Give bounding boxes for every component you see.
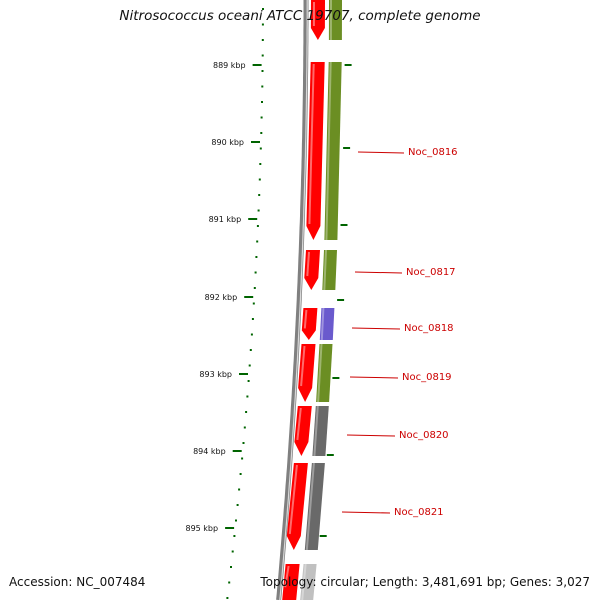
minor-tick (262, 8, 264, 10)
cds-arrow-shine (296, 407, 302, 441)
minor-tick (246, 395, 249, 398)
gene-label: Noc_0817 (406, 267, 456, 278)
cds-arrow (301, 308, 318, 340)
tick-label: 891 kbp (209, 215, 242, 224)
cds-arrow-shine (303, 309, 308, 329)
minor-tick (239, 473, 242, 475)
backbone-ring (276, 0, 309, 600)
minor-tick (261, 70, 264, 72)
cog-block (304, 463, 325, 550)
genome-summary-text: Topology: circular; Length: 3,481,691 bp… (260, 575, 590, 589)
gene-label: Noc_0820 (399, 430, 449, 441)
cds-arrow (294, 406, 312, 456)
gene-leader-line (346, 434, 396, 437)
minor-tick (260, 132, 263, 134)
accession-text: Accession: NC_007484 (9, 575, 146, 589)
cog-block-shine (317, 343, 323, 403)
gene-leader-line (341, 511, 391, 514)
gene-leader-line (351, 327, 401, 330)
cds-arrow (304, 250, 320, 290)
minor-tick (258, 194, 261, 196)
minor-tick (226, 597, 229, 599)
gene-leader-line (357, 151, 405, 154)
minor-tick (228, 581, 231, 584)
minor-tick (254, 271, 257, 274)
minor-tick (261, 101, 263, 103)
minor-tick (255, 256, 258, 258)
minor-tick (251, 318, 254, 320)
cds-arrow-shine (308, 63, 315, 225)
minor-tick (261, 85, 264, 88)
gene-leader-line (349, 376, 399, 379)
minor-tick (233, 535, 236, 537)
minor-tick (257, 209, 260, 212)
cog-block (328, 0, 342, 40)
tick-label: 892 kbp (205, 293, 238, 302)
minor-tick (245, 411, 248, 413)
minor-tick (247, 380, 250, 382)
cog-block (319, 308, 335, 340)
cog-block (322, 250, 337, 290)
tick-label: 889 kbp (213, 61, 246, 70)
tick-label: 895 kbp (185, 524, 218, 533)
gene-leader-line (354, 271, 403, 274)
tick-label: 894 kbp (193, 447, 226, 456)
minor-tick (261, 39, 264, 41)
cog-block-shine (301, 563, 307, 600)
cds-arrow-shine (306, 251, 310, 277)
gene-label: Noc_0818 (404, 323, 454, 334)
gene-label: Noc_0821 (394, 507, 444, 518)
minor-tick (249, 349, 252, 351)
map-title: Nitrosococcus oceani ATCC 19707, complet… (119, 8, 481, 24)
minor-tick (231, 550, 234, 553)
minor-tick (252, 302, 255, 305)
minor-tick (253, 287, 256, 289)
cds-arrow-shine (284, 565, 290, 588)
cog-block (316, 344, 333, 402)
backbone-highlight (279, 0, 308, 600)
minor-tick (261, 54, 264, 57)
minor-tick (242, 442, 245, 444)
cog-block-shine (320, 307, 325, 341)
minor-tick (256, 240, 259, 243)
minor-tick (259, 163, 262, 165)
minor-tick (260, 116, 263, 119)
cog-block-shine (305, 462, 315, 551)
cog-block-shine (325, 61, 332, 241)
cog-block-shine (323, 249, 327, 291)
cog-block (312, 406, 329, 456)
minor-tick (235, 519, 237, 522)
minor-tick (241, 457, 244, 460)
minor-tick (258, 178, 261, 181)
cds-arrow-shine (288, 464, 298, 535)
cog-block-shine (313, 405, 319, 457)
cds-arrow (298, 344, 316, 402)
gene-label: Noc_0819 (402, 372, 452, 383)
tick-label: 890 kbp (211, 138, 244, 147)
minor-tick (236, 504, 239, 506)
cds-arrow (286, 463, 308, 550)
cog-block (324, 62, 342, 240)
minor-tick (259, 147, 262, 150)
minor-tick (230, 566, 232, 568)
minor-tick (248, 364, 251, 367)
minor-tick (256, 225, 259, 227)
minor-tick (250, 333, 253, 336)
minor-tick (243, 426, 246, 429)
tick-label: 893 kbp (199, 370, 232, 379)
minor-tick (238, 488, 241, 491)
minor-tick (261, 23, 264, 26)
gene-label: Noc_0816 (408, 147, 458, 158)
cds-arrow-shine (300, 345, 306, 387)
cog-block (300, 564, 317, 600)
